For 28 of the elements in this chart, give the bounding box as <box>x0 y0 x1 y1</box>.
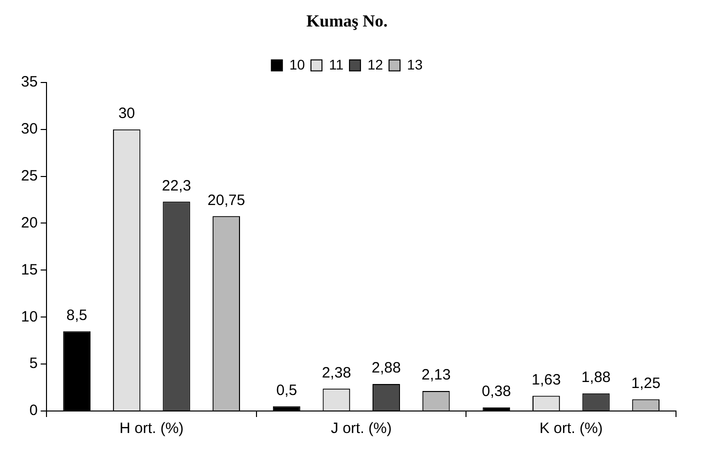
legend-label: 11 <box>328 56 344 72</box>
y-tick-label: 30 <box>20 120 38 138</box>
y-tick-label: 15 <box>20 261 38 278</box>
legend-label: 13 <box>407 56 423 72</box>
data-label: 1,25 <box>631 374 660 392</box>
data-label: 0,5 <box>276 382 298 399</box>
data-label: 0,38 <box>482 383 511 400</box>
data-label: 8,5 <box>66 306 88 324</box>
x-tick-label: H ort. (%) <box>119 420 184 438</box>
data-label: 22,3 <box>162 177 192 194</box>
data-label: 2,88 <box>372 360 401 377</box>
data-label: 2,13 <box>421 366 451 384</box>
y-tick-label: 35 <box>20 74 38 91</box>
data-label: 1,88 <box>581 368 611 386</box>
y-tick-label: 5 <box>29 355 38 372</box>
legend-label: 12 <box>367 56 384 72</box>
data-label: 30 <box>118 104 136 122</box>
data-label: 20,75 <box>208 192 246 209</box>
y-tick-label: 10 <box>20 308 38 326</box>
y-tick-label: 0 <box>29 402 38 420</box>
x-tick-label: K ort. (%) <box>539 420 603 438</box>
legend-label: 10 <box>289 56 306 72</box>
chart-title: Kumaş No. <box>306 12 388 31</box>
data-label: 1,63 <box>532 371 561 388</box>
y-tick-label: 20 <box>20 214 38 232</box>
y-tick-label: 25 <box>20 167 38 184</box>
data-label: 2,38 <box>322 364 352 382</box>
x-tick-label: J ort. (%) <box>330 420 392 438</box>
